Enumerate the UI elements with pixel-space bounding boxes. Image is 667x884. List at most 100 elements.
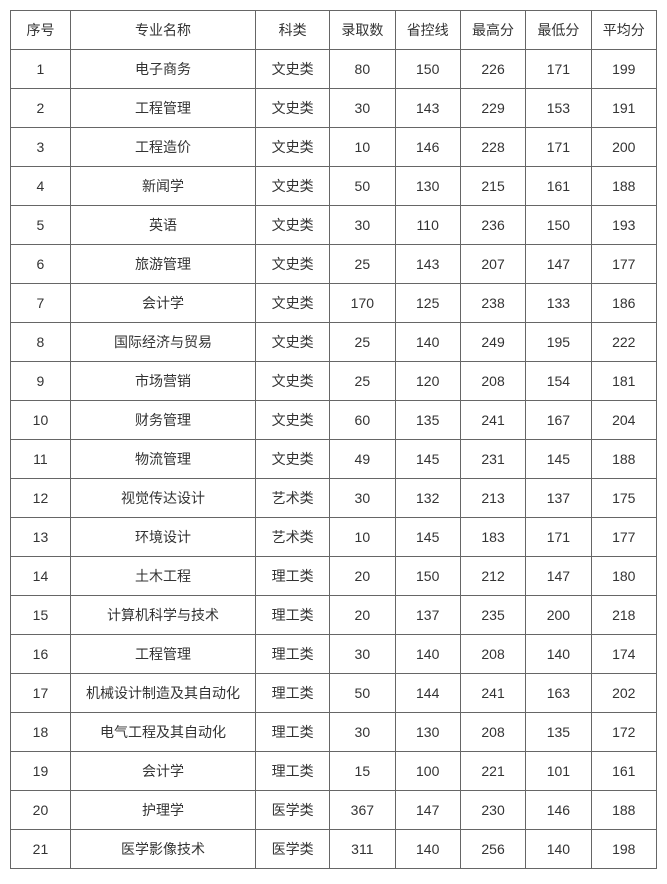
table-cell: 177 <box>591 245 656 284</box>
table-cell: 133 <box>526 284 591 323</box>
table-cell: 231 <box>460 440 525 479</box>
table-cell: 16 <box>11 635 71 674</box>
table-row: 15计算机科学与技术理工类20137235200218 <box>11 596 657 635</box>
table-cell: 艺术类 <box>256 518 330 557</box>
table-row: 18电气工程及其自动化理工类30130208135172 <box>11 713 657 752</box>
table-cell: 30 <box>330 206 395 245</box>
table-cell: 文史类 <box>256 284 330 323</box>
table-cell: 226 <box>460 50 525 89</box>
table-cell: 文史类 <box>256 128 330 167</box>
table-cell: 2 <box>11 89 71 128</box>
table-cell: 电子商务 <box>70 50 255 89</box>
table-cell: 147 <box>526 245 591 284</box>
table-cell: 195 <box>526 323 591 362</box>
table-cell: 221 <box>460 752 525 791</box>
table-cell: 80 <box>330 50 395 89</box>
table-cell: 161 <box>591 752 656 791</box>
table-row: 8国际经济与贸易文史类25140249195222 <box>11 323 657 362</box>
table-cell: 140 <box>395 830 460 869</box>
table-cell: 188 <box>591 440 656 479</box>
table-cell: 202 <box>591 674 656 713</box>
table-cell: 181 <box>591 362 656 401</box>
table-cell: 会计学 <box>70 284 255 323</box>
table-cell: 228 <box>460 128 525 167</box>
table-cell: 市场营销 <box>70 362 255 401</box>
table-cell: 146 <box>526 791 591 830</box>
table-cell: 计算机科学与技术 <box>70 596 255 635</box>
table-cell: 10 <box>330 518 395 557</box>
table-cell: 60 <box>330 401 395 440</box>
table-cell: 213 <box>460 479 525 518</box>
table-cell: 153 <box>526 89 591 128</box>
table-row: 20护理学医学类367147230146188 <box>11 791 657 830</box>
column-header: 省控线 <box>395 11 460 50</box>
table-cell: 19 <box>11 752 71 791</box>
table-cell: 140 <box>526 635 591 674</box>
table-cell: 218 <box>591 596 656 635</box>
table-cell: 文史类 <box>256 245 330 284</box>
table-cell: 135 <box>395 401 460 440</box>
table-cell: 25 <box>330 362 395 401</box>
table-cell: 文史类 <box>256 362 330 401</box>
table-cell: 25 <box>330 245 395 284</box>
table-cell: 198 <box>591 830 656 869</box>
table-cell: 理工类 <box>256 674 330 713</box>
table-cell: 1 <box>11 50 71 89</box>
table-row: 12视觉传达设计艺术类30132213137175 <box>11 479 657 518</box>
table-cell: 17 <box>11 674 71 713</box>
table-cell: 21 <box>11 830 71 869</box>
table-cell: 3 <box>11 128 71 167</box>
table-cell: 143 <box>395 89 460 128</box>
table-cell: 文史类 <box>256 89 330 128</box>
table-cell: 191 <box>591 89 656 128</box>
table-row: 1电子商务文史类80150226171199 <box>11 50 657 89</box>
table-cell: 110 <box>395 206 460 245</box>
table-cell: 204 <box>591 401 656 440</box>
table-cell: 文史类 <box>256 440 330 479</box>
table-cell: 145 <box>395 518 460 557</box>
table-cell: 177 <box>591 518 656 557</box>
column-header: 平均分 <box>591 11 656 50</box>
table-row: 7会计学文史类170125238133186 <box>11 284 657 323</box>
table-cell: 50 <box>330 674 395 713</box>
table-cell: 13 <box>11 518 71 557</box>
table-cell: 188 <box>591 167 656 206</box>
table-cell: 9 <box>11 362 71 401</box>
table-cell: 229 <box>460 89 525 128</box>
table-cell: 311 <box>330 830 395 869</box>
table-cell: 18 <box>11 713 71 752</box>
table-cell: 146 <box>395 128 460 167</box>
table-cell: 137 <box>526 479 591 518</box>
table-cell: 249 <box>460 323 525 362</box>
table-cell: 256 <box>460 830 525 869</box>
table-cell: 222 <box>591 323 656 362</box>
table-cell: 171 <box>526 50 591 89</box>
table-cell: 50 <box>330 167 395 206</box>
table-row: 11物流管理文史类49145231145188 <box>11 440 657 479</box>
column-header: 专业名称 <box>70 11 255 50</box>
table-cell: 180 <box>591 557 656 596</box>
table-cell: 护理学 <box>70 791 255 830</box>
table-cell: 215 <box>460 167 525 206</box>
table-cell: 150 <box>395 557 460 596</box>
table-cell: 137 <box>395 596 460 635</box>
table-cell: 186 <box>591 284 656 323</box>
table-cell: 241 <box>460 401 525 440</box>
table-cell: 环境设计 <box>70 518 255 557</box>
table-cell: 11 <box>11 440 71 479</box>
table-cell: 236 <box>460 206 525 245</box>
table-cell: 文史类 <box>256 167 330 206</box>
table-cell: 12 <box>11 479 71 518</box>
table-cell: 200 <box>591 128 656 167</box>
table-cell: 文史类 <box>256 401 330 440</box>
table-cell: 医学影像技术 <box>70 830 255 869</box>
table-cell: 理工类 <box>256 557 330 596</box>
table-cell: 30 <box>330 479 395 518</box>
table-cell: 135 <box>526 713 591 752</box>
table-cell: 130 <box>395 713 460 752</box>
table-row: 14土木工程理工类20150212147180 <box>11 557 657 596</box>
table-cell: 145 <box>395 440 460 479</box>
table-cell: 艺术类 <box>256 479 330 518</box>
table-cell: 130 <box>395 167 460 206</box>
table-row: 13环境设计艺术类10145183171177 <box>11 518 657 557</box>
